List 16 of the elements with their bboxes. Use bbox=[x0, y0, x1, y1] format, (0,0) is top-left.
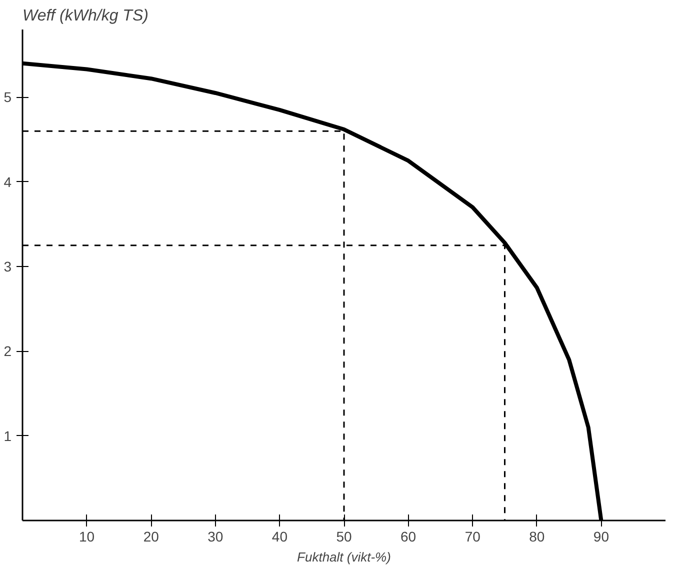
x-tick-label: 70 bbox=[464, 528, 481, 544]
y-tick-label: 2 bbox=[4, 343, 12, 360]
y-axis-title: Weff (kWh/kg TS) bbox=[22, 8, 148, 24]
x-tick-label: 40 bbox=[272, 528, 288, 544]
x-tick-label: 50 bbox=[336, 528, 352, 544]
x-tick-label: 60 bbox=[400, 528, 416, 544]
y-tick-label: 3 bbox=[4, 258, 12, 275]
y-tick-label: 5 bbox=[4, 89, 12, 106]
x-tick-label: 30 bbox=[208, 528, 224, 544]
x-tick-label: 80 bbox=[529, 528, 545, 544]
x-tick-label: 10 bbox=[79, 528, 95, 544]
x-tick-label: 20 bbox=[143, 528, 160, 544]
x-axis-title: Fukthalt (vikt-%) bbox=[297, 550, 391, 564]
y-tick-label: 4 bbox=[4, 174, 12, 190]
y-tick-label: 1 bbox=[4, 428, 12, 444]
x-tick-label: 90 bbox=[593, 528, 610, 544]
